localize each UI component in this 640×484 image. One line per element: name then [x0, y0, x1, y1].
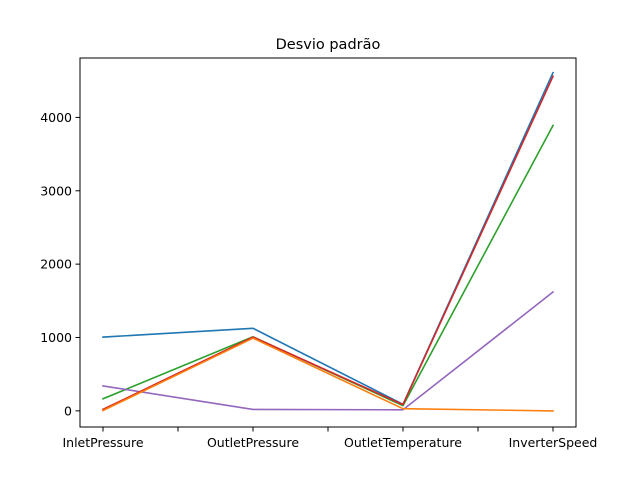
x-tick-label: OutletPressure — [207, 435, 299, 450]
series-lines — [101, 71, 555, 412]
x-tick-label: InletPressure — [62, 435, 143, 450]
series-line-4 — [101, 75, 555, 411]
plot-frame — [79, 57, 577, 428]
x-tick-label: InverterSpeed — [509, 435, 598, 450]
y-tick-label: 0 — [64, 403, 72, 418]
x-tick-label: OutletTemperature — [344, 435, 462, 450]
y-tick-label: 2000 — [40, 257, 72, 272]
y-tick-label: 4000 — [40, 110, 72, 125]
series-line-3 — [102, 290, 555, 411]
series-line-5 — [101, 337, 554, 412]
y-tick-label: 1000 — [40, 330, 72, 345]
axis-ticks: InletPressure OutletPressure OutletTempera… — [40, 110, 597, 450]
series-line-1 — [102, 71, 555, 406]
y-tick-label: 3000 — [40, 183, 72, 198]
chart-title: Desvio padrão — [276, 37, 381, 53]
